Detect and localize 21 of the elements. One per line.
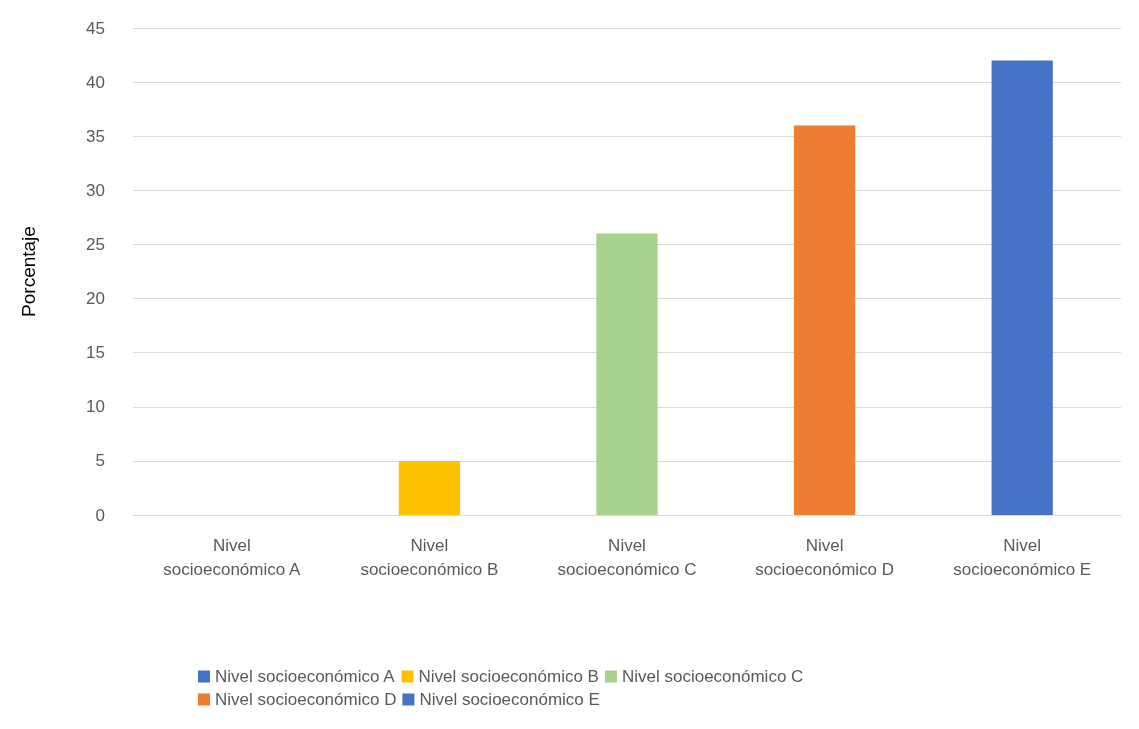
legend-label: Nivel socioeconómico C: [621, 667, 804, 686]
y-tick-label: 35: [86, 126, 105, 146]
legend-label: Nivel socioeconómico A: [215, 667, 396, 686]
legend-label: Nivel socioeconómico D: [215, 690, 397, 709]
y-tick-label: 25: [86, 234, 105, 254]
y-tick-label: 30: [86, 180, 105, 200]
y-axis-title: Porcentaje: [18, 226, 39, 317]
y-tick-label: 10: [86, 397, 105, 417]
legend-label: Nivel socioeconómico B: [418, 667, 599, 686]
legend-label: Nivel socioeconómico E: [419, 690, 600, 709]
y-tick-label: 40: [86, 72, 105, 92]
x-tick-label: Nivel socioeconómico B: [360, 535, 499, 579]
y-tick-label: 45: [86, 18, 105, 38]
x-tick-label: Nivel socioeconómico C: [557, 535, 697, 579]
y-tick-label: 0: [95, 505, 105, 525]
y-tick-label: 5: [95, 451, 105, 471]
x-tick-label: Nivel socioeconómico A: [163, 535, 301, 579]
y-tick-label: 20: [86, 289, 105, 309]
x-tick-label: Nivel socioeconómico E: [953, 535, 1092, 579]
y-tick-label: 15: [86, 343, 105, 363]
x-tick-label: Nivel socioeconómico D: [755, 535, 895, 579]
